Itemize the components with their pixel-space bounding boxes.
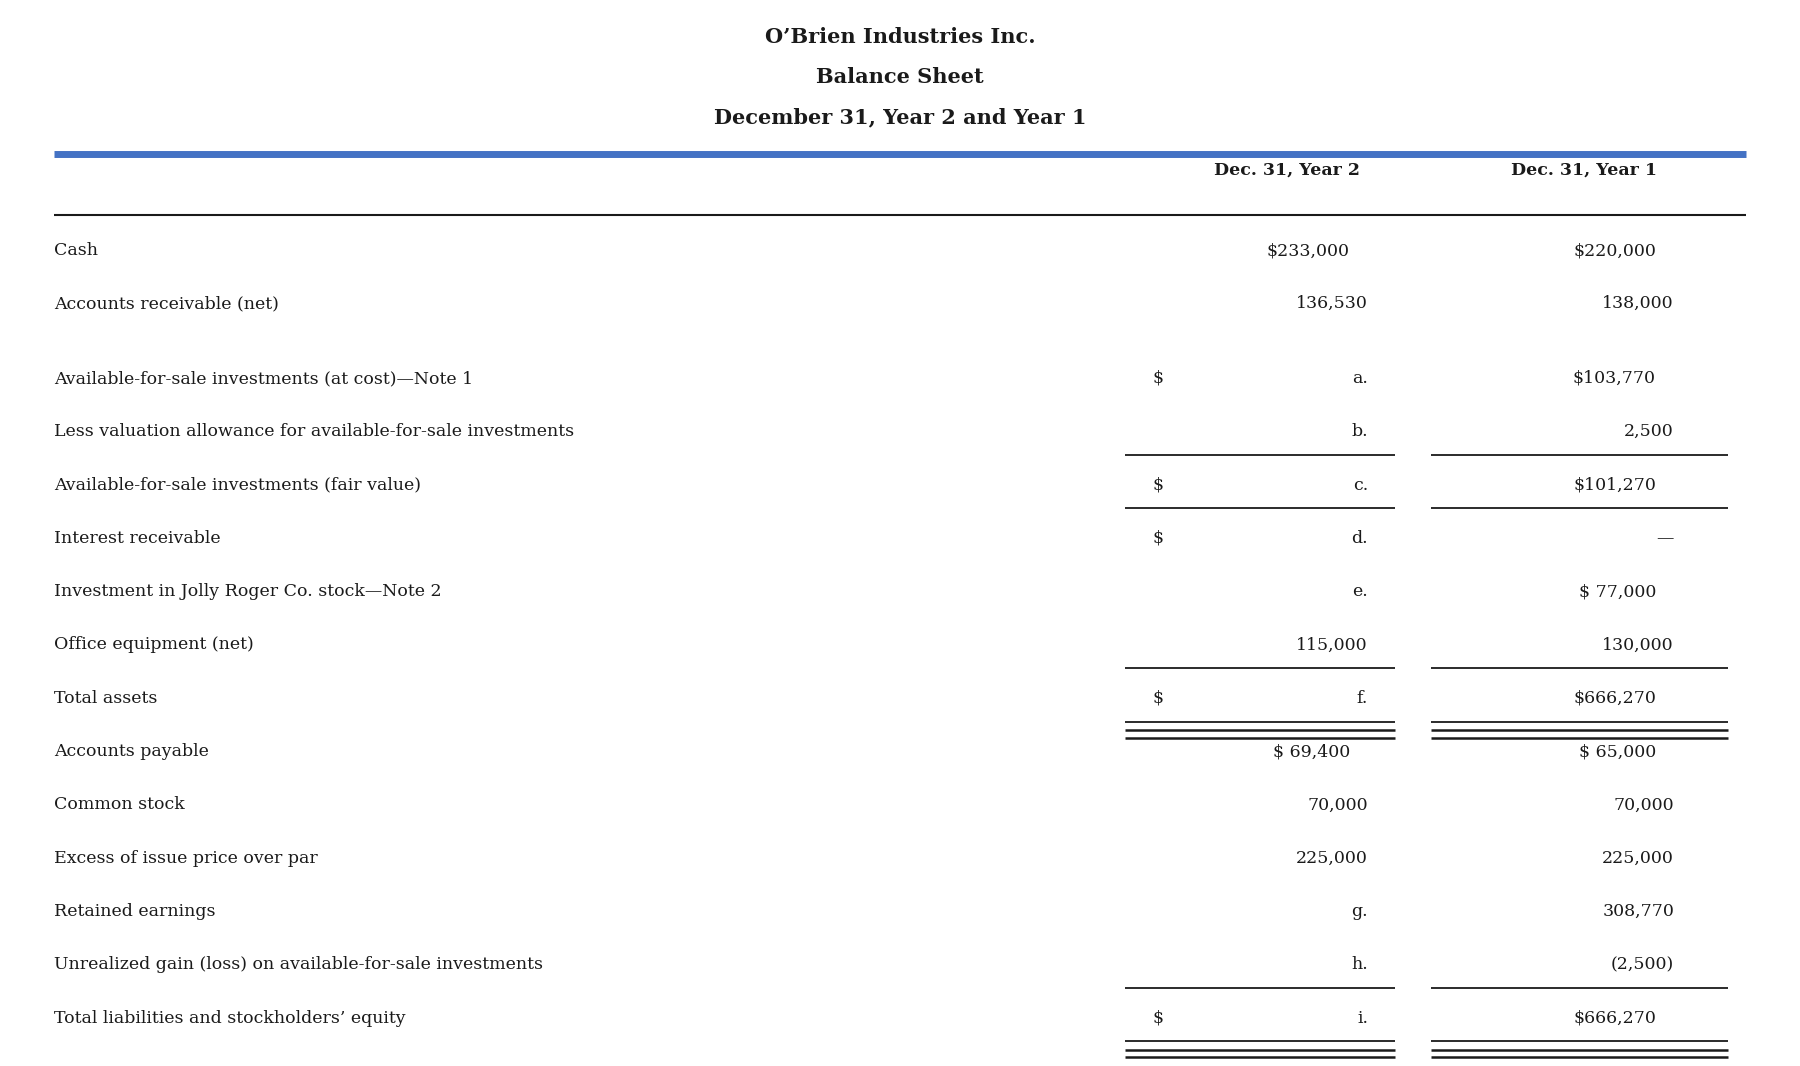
Text: Investment in Jolly Roger Co. stock—Note 2: Investment in Jolly Roger Co. stock—Note… (54, 583, 441, 600)
Text: Available-for-sale investments (fair value): Available-for-sale investments (fair val… (54, 477, 421, 494)
Text: 2,500: 2,500 (1624, 423, 1674, 440)
Text: Total assets: Total assets (54, 690, 157, 707)
Text: i.: i. (1357, 1010, 1368, 1027)
Text: g.: g. (1352, 903, 1368, 920)
Text: Dec. 31, Year 2: Dec. 31, Year 2 (1213, 162, 1361, 179)
Text: 136,530: 136,530 (1296, 295, 1368, 312)
Text: $ 69,400: $ 69,400 (1273, 743, 1350, 760)
Text: 308,770: 308,770 (1602, 903, 1674, 920)
Text: 225,000: 225,000 (1296, 850, 1368, 867)
Text: $: $ (1152, 477, 1163, 494)
Text: $220,000: $220,000 (1573, 242, 1656, 259)
Text: f.: f. (1357, 690, 1368, 707)
Text: Cash: Cash (54, 242, 97, 259)
Text: 70,000: 70,000 (1613, 796, 1674, 813)
Text: 138,000: 138,000 (1602, 295, 1674, 312)
Text: December 31, Year 2 and Year 1: December 31, Year 2 and Year 1 (715, 108, 1085, 128)
Text: 225,000: 225,000 (1602, 850, 1674, 867)
Text: 115,000: 115,000 (1296, 636, 1368, 653)
Text: Common stock: Common stock (54, 796, 185, 813)
Text: e.: e. (1352, 583, 1368, 600)
Text: —: — (1656, 530, 1674, 547)
Text: $666,270: $666,270 (1573, 690, 1656, 707)
Text: Office equipment (net): Office equipment (net) (54, 636, 254, 653)
Text: c.: c. (1354, 477, 1368, 494)
Text: $ 77,000: $ 77,000 (1579, 583, 1656, 600)
Text: h.: h. (1352, 956, 1368, 973)
Text: Retained earnings: Retained earnings (54, 903, 216, 920)
Text: a.: a. (1352, 370, 1368, 387)
Text: Accounts payable: Accounts payable (54, 743, 209, 760)
Text: Less valuation allowance for available-for-sale investments: Less valuation allowance for available-f… (54, 423, 574, 440)
Text: $: $ (1152, 690, 1163, 707)
Text: Unrealized gain (loss) on available-for-sale investments: Unrealized gain (loss) on available-for-… (54, 956, 544, 973)
Text: $101,270: $101,270 (1573, 477, 1656, 494)
Text: (2,500): (2,500) (1611, 956, 1674, 973)
Text: Excess of issue price over par: Excess of issue price over par (54, 850, 319, 867)
Text: Total liabilities and stockholders’ equity: Total liabilities and stockholders’ equi… (54, 1010, 405, 1027)
Text: Available-for-sale investments (at cost)—Note 1: Available-for-sale investments (at cost)… (54, 370, 473, 387)
Text: $666,270: $666,270 (1573, 1010, 1656, 1027)
Text: 70,000: 70,000 (1307, 796, 1368, 813)
Text: $233,000: $233,000 (1267, 242, 1350, 259)
Text: $: $ (1152, 1010, 1163, 1027)
Text: Accounts receivable (net): Accounts receivable (net) (54, 295, 279, 312)
Text: Interest receivable: Interest receivable (54, 530, 221, 547)
Text: d.: d. (1352, 530, 1368, 547)
Text: $ 65,000: $ 65,000 (1579, 743, 1656, 760)
Text: Balance Sheet: Balance Sheet (815, 67, 985, 87)
Text: $103,770: $103,770 (1573, 370, 1656, 387)
Text: $: $ (1152, 530, 1163, 547)
Text: $: $ (1152, 370, 1163, 387)
Text: O’Brien Industries Inc.: O’Brien Industries Inc. (765, 27, 1035, 47)
Text: Dec. 31, Year 1: Dec. 31, Year 1 (1510, 162, 1658, 179)
Text: 130,000: 130,000 (1602, 636, 1674, 653)
Text: b.: b. (1352, 423, 1368, 440)
